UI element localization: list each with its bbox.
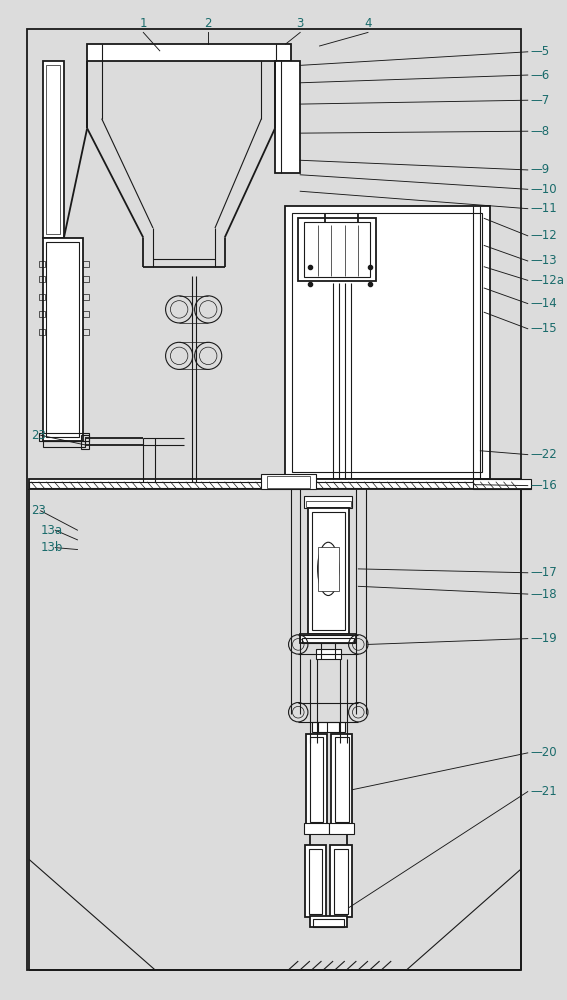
Bar <box>304 222 370 277</box>
Bar <box>334 849 348 914</box>
Text: —6: —6 <box>531 69 550 82</box>
Text: —9: —9 <box>531 163 550 176</box>
Text: 23: 23 <box>31 504 46 517</box>
Bar <box>39 261 45 267</box>
Bar <box>43 441 85 447</box>
Bar <box>87 44 290 61</box>
Bar <box>43 238 83 441</box>
Bar <box>83 294 89 300</box>
Bar <box>83 261 89 267</box>
Text: —15: —15 <box>531 322 557 335</box>
Bar <box>305 845 327 917</box>
Bar <box>39 294 45 300</box>
Text: —20: —20 <box>531 746 557 759</box>
Text: —11: —11 <box>531 202 557 215</box>
Bar <box>310 737 323 822</box>
Bar <box>318 547 339 591</box>
Bar <box>83 276 89 282</box>
Text: —17: —17 <box>531 566 557 579</box>
Bar <box>81 435 89 449</box>
Bar <box>29 479 521 489</box>
Bar <box>331 734 353 826</box>
Bar <box>308 508 349 634</box>
Bar <box>39 433 89 441</box>
Bar <box>39 329 45 335</box>
Bar <box>300 634 356 643</box>
Bar <box>330 845 352 917</box>
Text: —13: —13 <box>531 254 557 267</box>
Text: —19: —19 <box>531 632 557 645</box>
Text: 1: 1 <box>139 17 147 30</box>
Text: —12: —12 <box>531 229 557 242</box>
Bar <box>293 213 482 472</box>
Bar <box>312 512 345 630</box>
Text: —22: —22 <box>531 448 557 461</box>
Bar <box>29 482 521 488</box>
Bar <box>304 823 329 834</box>
Text: —8: —8 <box>531 125 550 138</box>
Text: —21: —21 <box>531 785 557 798</box>
Text: —14: —14 <box>531 297 557 310</box>
Text: 2: 2 <box>205 17 212 30</box>
Bar <box>83 329 89 335</box>
Bar <box>39 311 45 317</box>
Text: 13b: 13b <box>41 541 63 554</box>
Bar <box>302 638 354 643</box>
Text: —16: —16 <box>531 479 557 492</box>
Bar <box>310 916 346 927</box>
Bar <box>306 501 350 507</box>
Bar <box>261 474 316 489</box>
Text: 4: 4 <box>364 17 372 30</box>
Bar <box>267 476 310 488</box>
Bar <box>46 65 60 234</box>
Bar <box>309 849 323 914</box>
Bar <box>335 737 349 822</box>
Bar <box>329 823 354 834</box>
Bar <box>316 649 341 659</box>
Text: —18: —18 <box>531 588 557 601</box>
Text: 23: 23 <box>31 429 46 442</box>
Bar <box>313 919 344 927</box>
Text: 13a: 13a <box>41 524 63 537</box>
Text: 3: 3 <box>297 17 304 30</box>
Bar <box>83 311 89 317</box>
Bar <box>285 206 490 479</box>
Bar <box>312 722 345 732</box>
Bar <box>39 276 45 282</box>
Bar <box>472 479 531 489</box>
Text: —5: —5 <box>531 45 550 58</box>
Bar <box>306 734 327 826</box>
Bar <box>304 496 353 508</box>
Text: —10: —10 <box>531 183 557 196</box>
Bar <box>27 29 521 970</box>
Bar <box>43 61 64 238</box>
Bar <box>275 61 300 173</box>
Text: —12a: —12a <box>531 274 565 287</box>
Bar <box>298 218 376 281</box>
Text: —7: —7 <box>531 94 550 107</box>
Bar <box>46 242 79 437</box>
